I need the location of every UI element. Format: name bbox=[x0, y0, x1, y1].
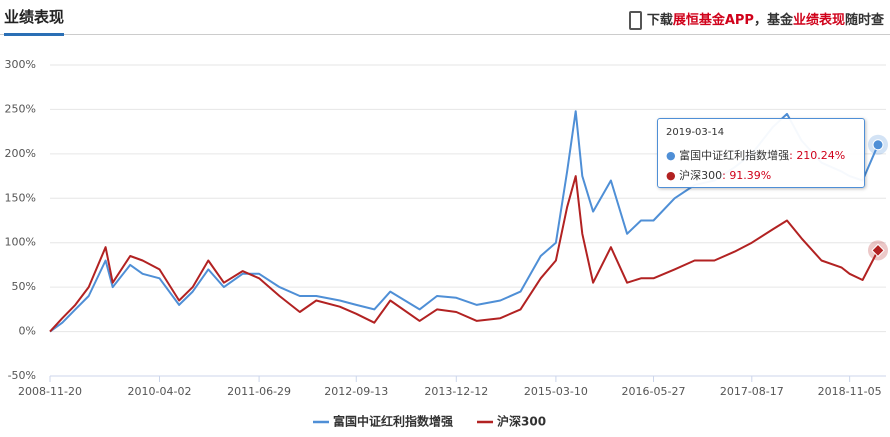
y-tick-label: 150% bbox=[5, 191, 36, 204]
x-tick-label: 2016-05-27 bbox=[622, 385, 686, 398]
tooltip-value: 210.24% bbox=[789, 149, 845, 162]
section-title: 业绩表现 bbox=[4, 6, 65, 36]
tooltip: 2019-03-14 ● 富国中证红利指数增强210.24% ● 沪深30091… bbox=[657, 118, 865, 188]
hover-marker bbox=[871, 243, 885, 258]
tooltip-name: 富国中证红利指数增强 bbox=[679, 149, 790, 162]
y-tick-label: 0% bbox=[19, 325, 36, 338]
tooltip-date: 2019-03-14 bbox=[666, 127, 725, 138]
note-text: 展恒基金APP bbox=[672, 13, 754, 28]
x-tick-label: 2013-12-12 bbox=[424, 385, 488, 398]
legend-label: 沪深300 bbox=[497, 414, 546, 429]
series-line bbox=[49, 175, 879, 333]
y-tick-label: 300% bbox=[5, 58, 36, 71]
y-tick-label: 200% bbox=[5, 147, 36, 160]
header: 业绩表现 下载展恒基金APP，基金业绩表现随时查 bbox=[0, 0, 890, 36]
y-tick-label: 100% bbox=[5, 236, 36, 249]
x-tick-label: 2008-11-20 bbox=[18, 385, 82, 398]
phone-icon bbox=[628, 11, 642, 30]
x-tick-label: 2012-09-13 bbox=[324, 385, 388, 398]
note-text: ，基金 bbox=[753, 13, 793, 28]
x-tick-label: 2010-04-02 bbox=[128, 385, 192, 398]
legend-label: 富国中证红利指数增强 bbox=[333, 414, 453, 429]
x-tick-label: 2018-11-05 bbox=[818, 385, 882, 398]
tooltip-name: 沪深300 bbox=[679, 169, 723, 182]
y-tick-label: 50% bbox=[12, 280, 36, 293]
tooltip-value: 91.39% bbox=[722, 169, 771, 182]
x-tick-label: 2011-06-29 bbox=[227, 385, 291, 398]
promo-note[interactable]: 下载展恒基金APP，基金业绩表现随时查 bbox=[628, 9, 884, 30]
tooltip-row: ● 富国中证红利指数增强210.24% bbox=[666, 147, 845, 163]
tooltip-row: ● 沪深30091.39% bbox=[666, 167, 771, 183]
y-tick-label: 250% bbox=[5, 102, 36, 115]
hover-marker bbox=[872, 139, 884, 151]
x-tick-label: 2015-03-10 bbox=[524, 385, 588, 398]
x-tick-label: 2017-08-17 bbox=[720, 385, 784, 398]
note-text: 下载 bbox=[646, 13, 673, 28]
y-tick-label: -50% bbox=[8, 369, 36, 382]
note-text: 随时查 bbox=[844, 13, 884, 28]
note-text: 业绩表现 bbox=[792, 13, 845, 28]
